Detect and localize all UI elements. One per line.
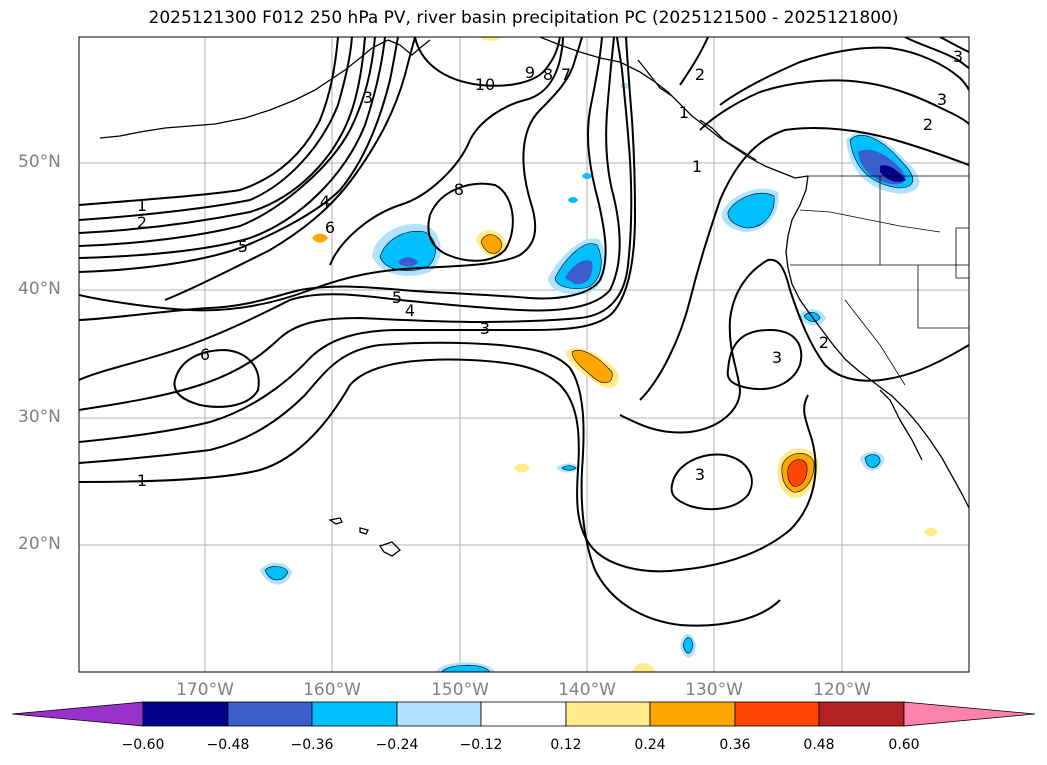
colorbar-tick: 0.60 xyxy=(888,737,920,753)
colorbar-swatch xyxy=(396,701,482,727)
contour-label: 8 xyxy=(454,180,464,199)
contour-label: 6 xyxy=(325,218,335,237)
lon-label: 150°W xyxy=(431,680,489,700)
colorbar-swatch xyxy=(734,701,820,727)
colorbar-swatch xyxy=(311,701,398,727)
lat-label: 20°N xyxy=(18,534,61,554)
contour-label: 2 xyxy=(695,65,705,84)
lat-label: 30°N xyxy=(18,407,61,427)
colorbar-swatch xyxy=(480,701,567,727)
contour-label: 5 xyxy=(238,237,248,256)
contour-label: 3 xyxy=(695,465,705,484)
colorbar-tick: 0.24 xyxy=(634,737,666,753)
contour-label: 1 xyxy=(692,157,702,176)
colorbar-tick: −0.60 xyxy=(121,737,165,753)
contour-label: 1 xyxy=(679,103,689,122)
lon-label: 130°W xyxy=(685,680,743,700)
contour-label: 2 xyxy=(819,333,829,352)
colorbar-swatch xyxy=(227,701,313,727)
colorbar-tick: 0.48 xyxy=(803,737,835,753)
lon-label: 120°W xyxy=(813,680,871,700)
colorbar-tick: −0.48 xyxy=(206,737,250,753)
contour-label: 2 xyxy=(137,213,147,232)
contour-label: 1 xyxy=(137,471,147,490)
lat-label: 40°N xyxy=(18,279,61,299)
colorbar-extend-max xyxy=(903,701,1036,727)
contour-label: 3 xyxy=(363,88,373,107)
map-title: 2025121300 F012 250 hPa PV, river basin … xyxy=(148,8,899,28)
contour-label: 2 xyxy=(923,115,933,134)
lon-label: 140°W xyxy=(558,680,616,700)
lat-label: 50°N xyxy=(18,152,61,172)
contour-label: 3 xyxy=(480,319,490,338)
contour-label: 9 xyxy=(525,63,535,82)
contour-label: 6 xyxy=(200,345,210,364)
contour-label: 1 xyxy=(137,196,147,215)
colorbar-swatch xyxy=(565,701,651,727)
contour-label: 4 xyxy=(320,192,330,211)
colorbar xyxy=(11,701,1036,727)
colorbar-extend-min xyxy=(11,701,144,727)
precip-shading xyxy=(260,37,938,672)
colorbar-tick: −0.24 xyxy=(375,737,419,753)
borders xyxy=(790,175,969,386)
contour-label: 10 xyxy=(475,75,495,94)
contour-label: 5 xyxy=(392,288,402,307)
colorbar-tick: −0.12 xyxy=(459,737,503,753)
contour-label: 3 xyxy=(953,47,963,66)
lon-label: 160°W xyxy=(303,680,361,700)
colorbar-swatch xyxy=(818,701,905,727)
colorbar-tick: 0.36 xyxy=(719,737,751,753)
map-frame xyxy=(78,36,970,673)
colorbar-swatch xyxy=(142,701,229,727)
contour-label: 4 xyxy=(405,301,415,320)
colorbar-tick: 0.12 xyxy=(550,737,582,753)
colorbar-swatch xyxy=(649,701,736,727)
contour-label: 7 xyxy=(561,65,571,84)
contour-label: 3 xyxy=(937,90,947,109)
pv-contours xyxy=(79,37,969,627)
contour-label: 3 xyxy=(772,348,782,367)
lon-label: 170°W xyxy=(176,680,234,700)
map-area xyxy=(79,37,969,672)
contour-label: 8 xyxy=(543,65,553,84)
colorbar-tick: −0.36 xyxy=(290,737,334,753)
